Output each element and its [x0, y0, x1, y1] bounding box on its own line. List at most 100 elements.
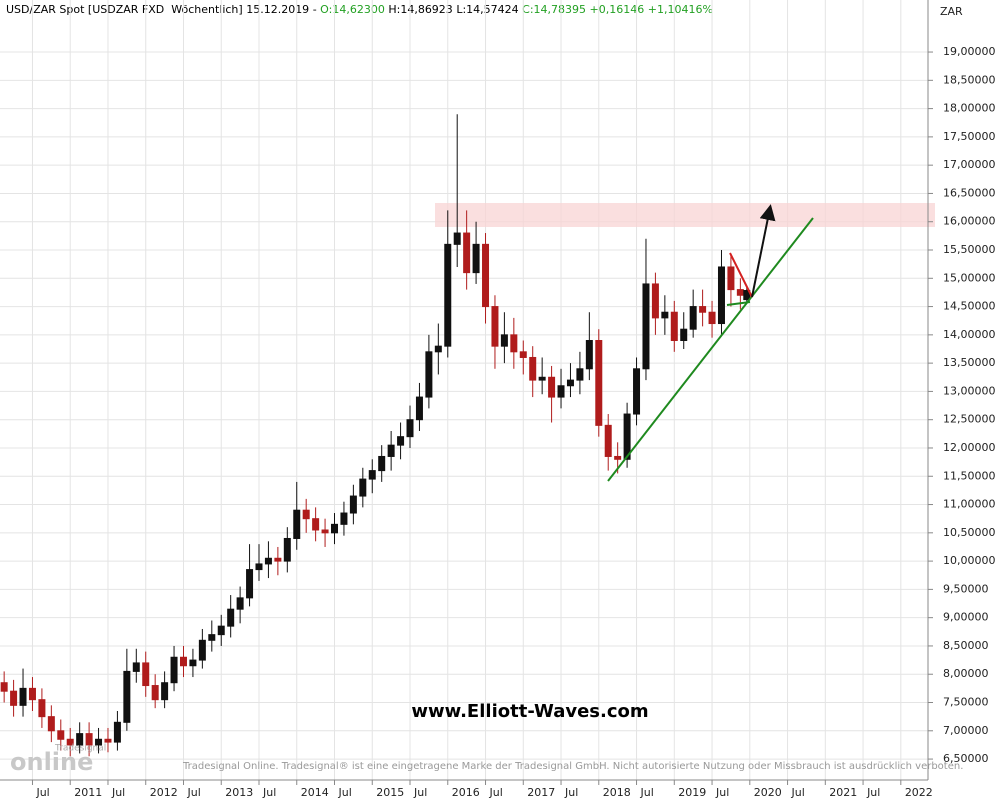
candle-body: [19, 687, 27, 706]
y-tick-label: 6,50000: [943, 752, 989, 765]
candle-body: [293, 509, 301, 539]
candle-body: [378, 455, 386, 472]
candle-body: [302, 509, 310, 520]
candle-body: [491, 306, 499, 347]
candle-body: [283, 537, 291, 562]
y-tick-label: 15,50000: [943, 243, 996, 256]
x-tick-label: 2013: [225, 786, 253, 799]
x-tick-label: 2021: [829, 786, 857, 799]
candle-body: [208, 634, 216, 641]
y-axis-unit: ZAR: [940, 5, 963, 18]
x-tick-label: 2020: [754, 786, 782, 799]
candle-body: [312, 518, 320, 531]
header: USD/ZAR Spot [USDZAR FXD Wöchentlich] 15…: [6, 3, 713, 16]
trendline: [607, 217, 814, 482]
candle-body: [274, 557, 282, 562]
candle-body: [198, 639, 206, 661]
candle-body: [255, 563, 263, 571]
candle-body: [623, 413, 631, 460]
x-tick-label: 2012: [150, 786, 178, 799]
logo-big: online: [10, 748, 93, 776]
open: O:14,62300: [320, 3, 385, 16]
x-tick-label: Jul: [186, 786, 200, 799]
y-tick-label: 17,50000: [943, 130, 996, 143]
x-tick-label: Jul: [791, 786, 805, 799]
candle-body: [500, 334, 508, 347]
y-tick-label: 7,00000: [943, 724, 989, 737]
candle-body: [743, 290, 751, 301]
candle-body: [689, 306, 697, 330]
y-tick-label: 10,50000: [943, 526, 996, 539]
target-arrow: [751, 204, 776, 298]
candle-body: [397, 436, 405, 446]
x-tick-label: Jul: [866, 786, 880, 799]
y-tick-label: 9,50000: [943, 582, 989, 595]
candle-body: [406, 419, 414, 438]
candle-body: [727, 266, 735, 291]
candle-body: [699, 306, 707, 313]
candle-body: [189, 659, 197, 667]
candle-body: [736, 289, 744, 296]
y-tick-label: 14,00000: [943, 328, 996, 341]
candle-body: [104, 738, 112, 743]
candle-body: [415, 396, 423, 421]
x-tick-label: 2022: [905, 786, 933, 799]
change: +0,16146: [589, 3, 645, 16]
separator: -: [312, 3, 317, 16]
candle-body: [246, 569, 254, 599]
x-tick-label: 2014: [301, 786, 329, 799]
y-tick-label: 16,50000: [943, 186, 996, 199]
watermark: www.Elliott-Waves.com: [411, 701, 648, 722]
candle-body: [651, 283, 659, 319]
y-tick-label: 18,50000: [943, 73, 996, 86]
candle-body: [10, 690, 18, 706]
candle-body: [57, 730, 65, 740]
candle-body: [66, 738, 74, 746]
candle-body: [113, 721, 121, 743]
symbol: USD/ZAR Spot [USDZAR FXD Wöchentlich]: [6, 3, 243, 16]
y-tick-label: 8,00000: [943, 667, 989, 680]
candle-body: [38, 699, 46, 718]
candle-body: [566, 379, 574, 387]
x-tick-label: Jul: [35, 786, 49, 799]
candle-body: [708, 311, 716, 325]
candle-body: [95, 738, 103, 746]
candle-body: [217, 625, 225, 636]
y-tick-label: 13,50000: [943, 356, 996, 369]
candle-body: [661, 311, 669, 319]
high: H:14,86923: [388, 3, 453, 16]
y-tick-label: 13,00000: [943, 384, 996, 397]
candle-body: [670, 311, 678, 342]
candle-body: [680, 328, 688, 342]
y-tick-label: 7,50000: [943, 696, 989, 709]
candle-body: [425, 351, 433, 398]
x-tick-label: 2019: [678, 786, 706, 799]
x-tick-label: Jul: [489, 786, 503, 799]
y-tick-label: 17,00000: [943, 158, 996, 171]
candle-body: [142, 662, 150, 687]
candle-body: [76, 733, 84, 746]
candle-body: [132, 662, 140, 672]
x-tick-label: Jul: [715, 786, 729, 799]
x-tick-label: Jul: [111, 786, 125, 799]
candle-body: [576, 368, 584, 381]
candle-body: [482, 243, 490, 308]
candle-body: [28, 687, 36, 701]
change-pct: +1,10416%: [647, 3, 713, 16]
y-tick-label: 10,00000: [943, 554, 996, 567]
candle-body: [151, 685, 159, 701]
candle-body: [170, 656, 178, 684]
candle-body: [472, 243, 480, 274]
candle-body: [557, 385, 565, 398]
x-tick-label: 2016: [452, 786, 480, 799]
x-tick-label: Jul: [262, 786, 276, 799]
y-tick-label: 12,50000: [943, 413, 996, 426]
candle-body: [236, 597, 244, 610]
y-tick-label: 9,00000: [943, 611, 989, 624]
x-tick-label: Jul: [640, 786, 654, 799]
candle-body: [123, 670, 131, 723]
candle-body: [519, 351, 527, 358]
footer-note: Tradesignal Online. Tradesignal® ist ein…: [182, 761, 963, 772]
candle-body: [321, 529, 329, 534]
candle-body: [642, 283, 650, 370]
